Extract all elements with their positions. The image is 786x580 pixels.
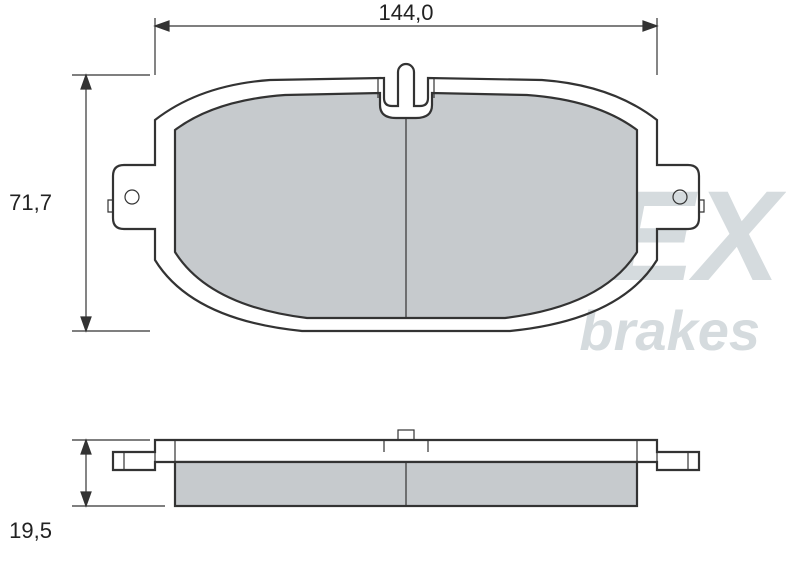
dim-thickness-label: 19,5 <box>9 518 52 543</box>
watermark-line2: brakes <box>579 299 760 362</box>
dim-thickness: 19,5 <box>9 440 165 543</box>
side-view <box>113 430 699 506</box>
left-ear-hole <box>125 190 139 204</box>
technical-drawing: TOMEX brakes <box>0 0 786 580</box>
dim-height-label: 71,7 <box>9 190 52 215</box>
dim-width-label: 144,0 <box>378 0 433 25</box>
